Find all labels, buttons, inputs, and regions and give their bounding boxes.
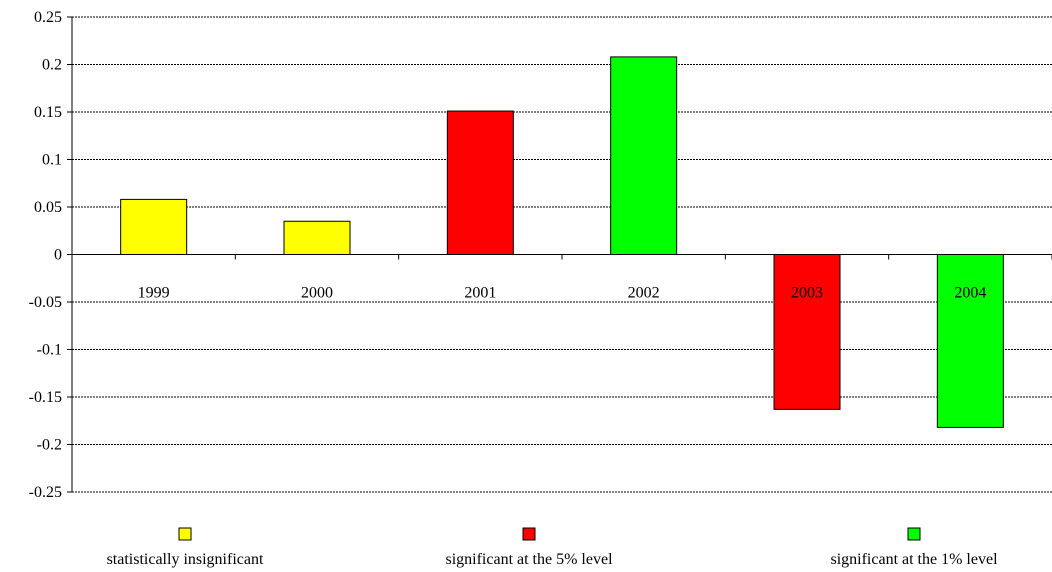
y-tick-label: 0.15 bbox=[34, 104, 62, 121]
legend-label-5pct: significant at the 5% level bbox=[445, 551, 613, 568]
y-tick-label: -0.25 bbox=[29, 484, 62, 501]
bar-2003 bbox=[773, 254, 841, 410]
gridlines bbox=[72, 16, 1052, 493]
y-tick-label: 0.2 bbox=[42, 57, 62, 74]
x-axis-labels: 1999 2000 2001 2002 2003 2004 bbox=[138, 285, 987, 302]
y-tick-label: 0 bbox=[54, 247, 62, 264]
y-tick-label: -0.1 bbox=[37, 342, 62, 359]
bar-2001 bbox=[446, 110, 514, 255]
y-tick-label: 0.05 bbox=[34, 199, 62, 216]
legend-swatch-1pct bbox=[907, 527, 921, 541]
y-tick-label: 0.1 bbox=[42, 152, 62, 169]
legend: statistically insignificant significant a… bbox=[107, 527, 998, 568]
legend-label-insignificant: statistically insignificant bbox=[107, 551, 264, 568]
legend-label-1pct: significant at the 1% level bbox=[830, 551, 998, 568]
bar-2002 bbox=[610, 56, 678, 256]
x-tick-label: 2004 bbox=[954, 285, 986, 302]
bar-2004 bbox=[936, 254, 1004, 428]
x-tick-label: 2003 bbox=[791, 285, 823, 302]
y-tick-label: -0.2 bbox=[37, 437, 62, 454]
axes bbox=[71, 17, 1052, 492]
legend-swatch-5pct bbox=[522, 527, 536, 541]
x-tick-label: 2000 bbox=[301, 285, 333, 302]
y-tick-label: 0.25 bbox=[34, 9, 62, 26]
bar-2000 bbox=[283, 220, 351, 255]
y-axis-ticks: 0.25 0.2 0.15 0.1 0.05 0 -0.05 -0.1 -0.15 -0.2 -0.… bbox=[29, 9, 72, 501]
legend-swatch-insignificant bbox=[178, 527, 192, 541]
y-tick-label: -0.05 bbox=[29, 294, 62, 311]
y-tick-label: -0.15 bbox=[29, 389, 62, 406]
x-tick-label: 2001 bbox=[464, 285, 496, 302]
bar-1999 bbox=[120, 198, 188, 255]
x-tick-label: 1999 bbox=[138, 285, 170, 302]
x-tick-label: 2002 bbox=[628, 285, 660, 302]
